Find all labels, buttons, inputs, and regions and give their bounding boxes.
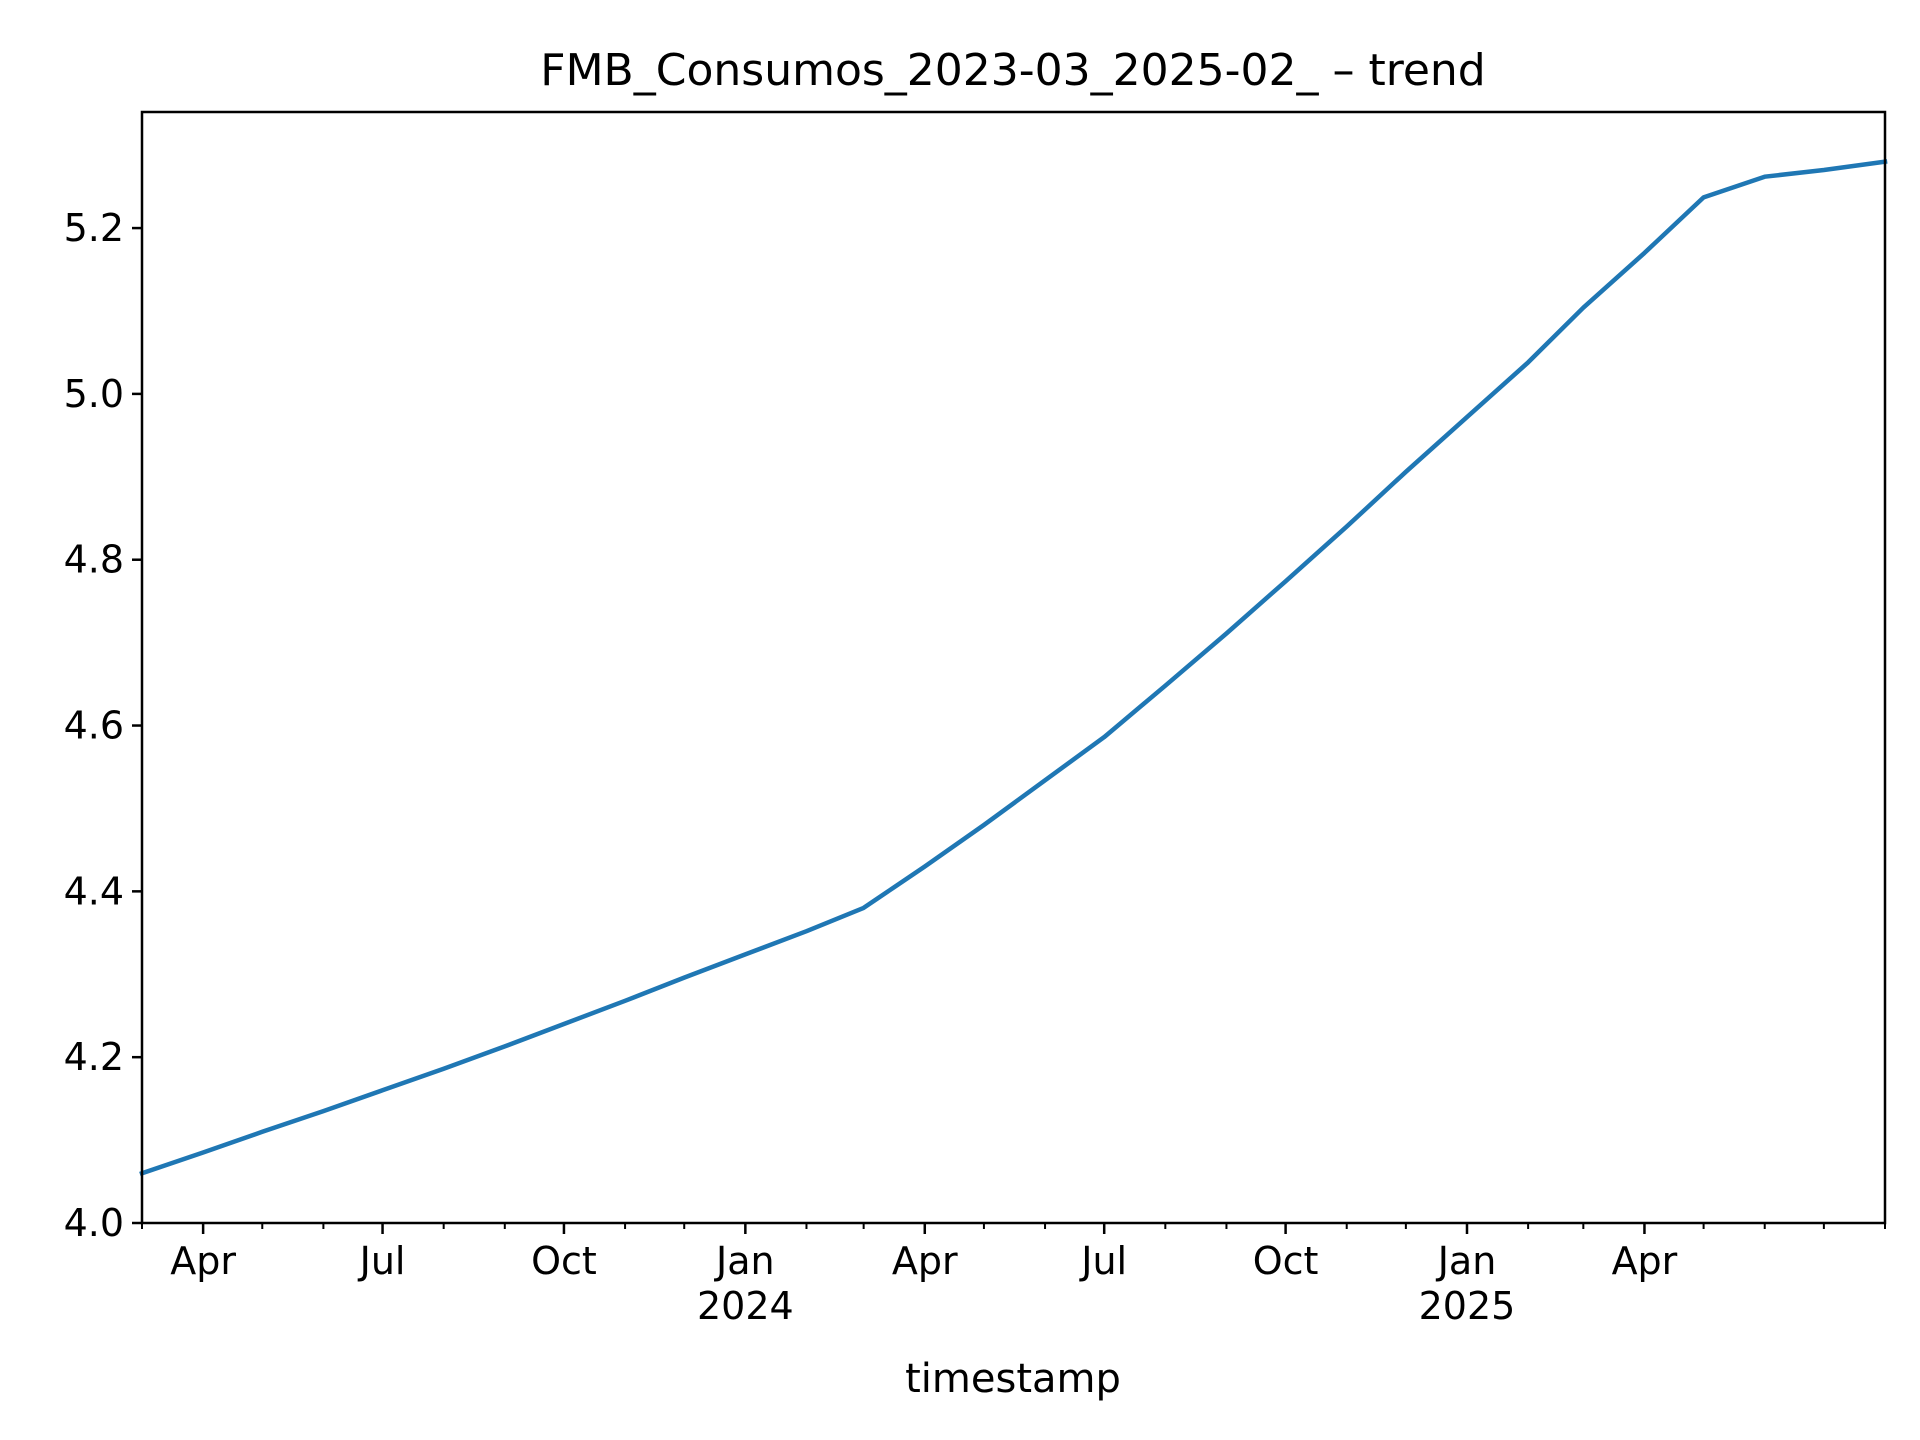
y-tick-label: 4.4 <box>64 869 124 913</box>
y-tick-label: 4.8 <box>64 538 124 582</box>
x-tick-year-label: 2025 <box>1419 1284 1516 1328</box>
x-tick-label: Apr <box>1612 1239 1678 1283</box>
y-tick-label: 5.2 <box>64 206 124 250</box>
x-tick-label: Jul <box>1079 1239 1127 1283</box>
x-tick-label: Jan <box>714 1239 775 1283</box>
y-axis: 4.0 4.2 4.4 4.6 4.8 5.0 5.2 <box>64 206 142 1245</box>
x-axis-label: timestamp <box>905 1356 1121 1402</box>
plot-lines <box>139 159 1888 1177</box>
y-tick-label: 4.2 <box>64 1035 124 1079</box>
trend-series-line <box>139 159 1888 1177</box>
x-tick-year-label: 2024 <box>697 1284 794 1328</box>
plot-frame <box>140 110 1887 1225</box>
x-tick-label: Apr <box>170 1239 236 1283</box>
x-tick-label: Apr <box>892 1239 958 1283</box>
chart-title: FMB_Consumos_2023-03_2025-02_ – trend <box>540 45 1485 96</box>
x-tick-label: Oct <box>1253 1239 1319 1283</box>
x-tick-label: Jan <box>1436 1239 1497 1283</box>
y-tick-label: 4.6 <box>64 704 124 748</box>
x-tick-label: Oct <box>531 1239 597 1283</box>
y-tick-label: 4.0 <box>64 1201 124 1245</box>
y-tick-label: 5.0 <box>64 372 124 416</box>
x-tick-label: Jul <box>358 1239 406 1283</box>
